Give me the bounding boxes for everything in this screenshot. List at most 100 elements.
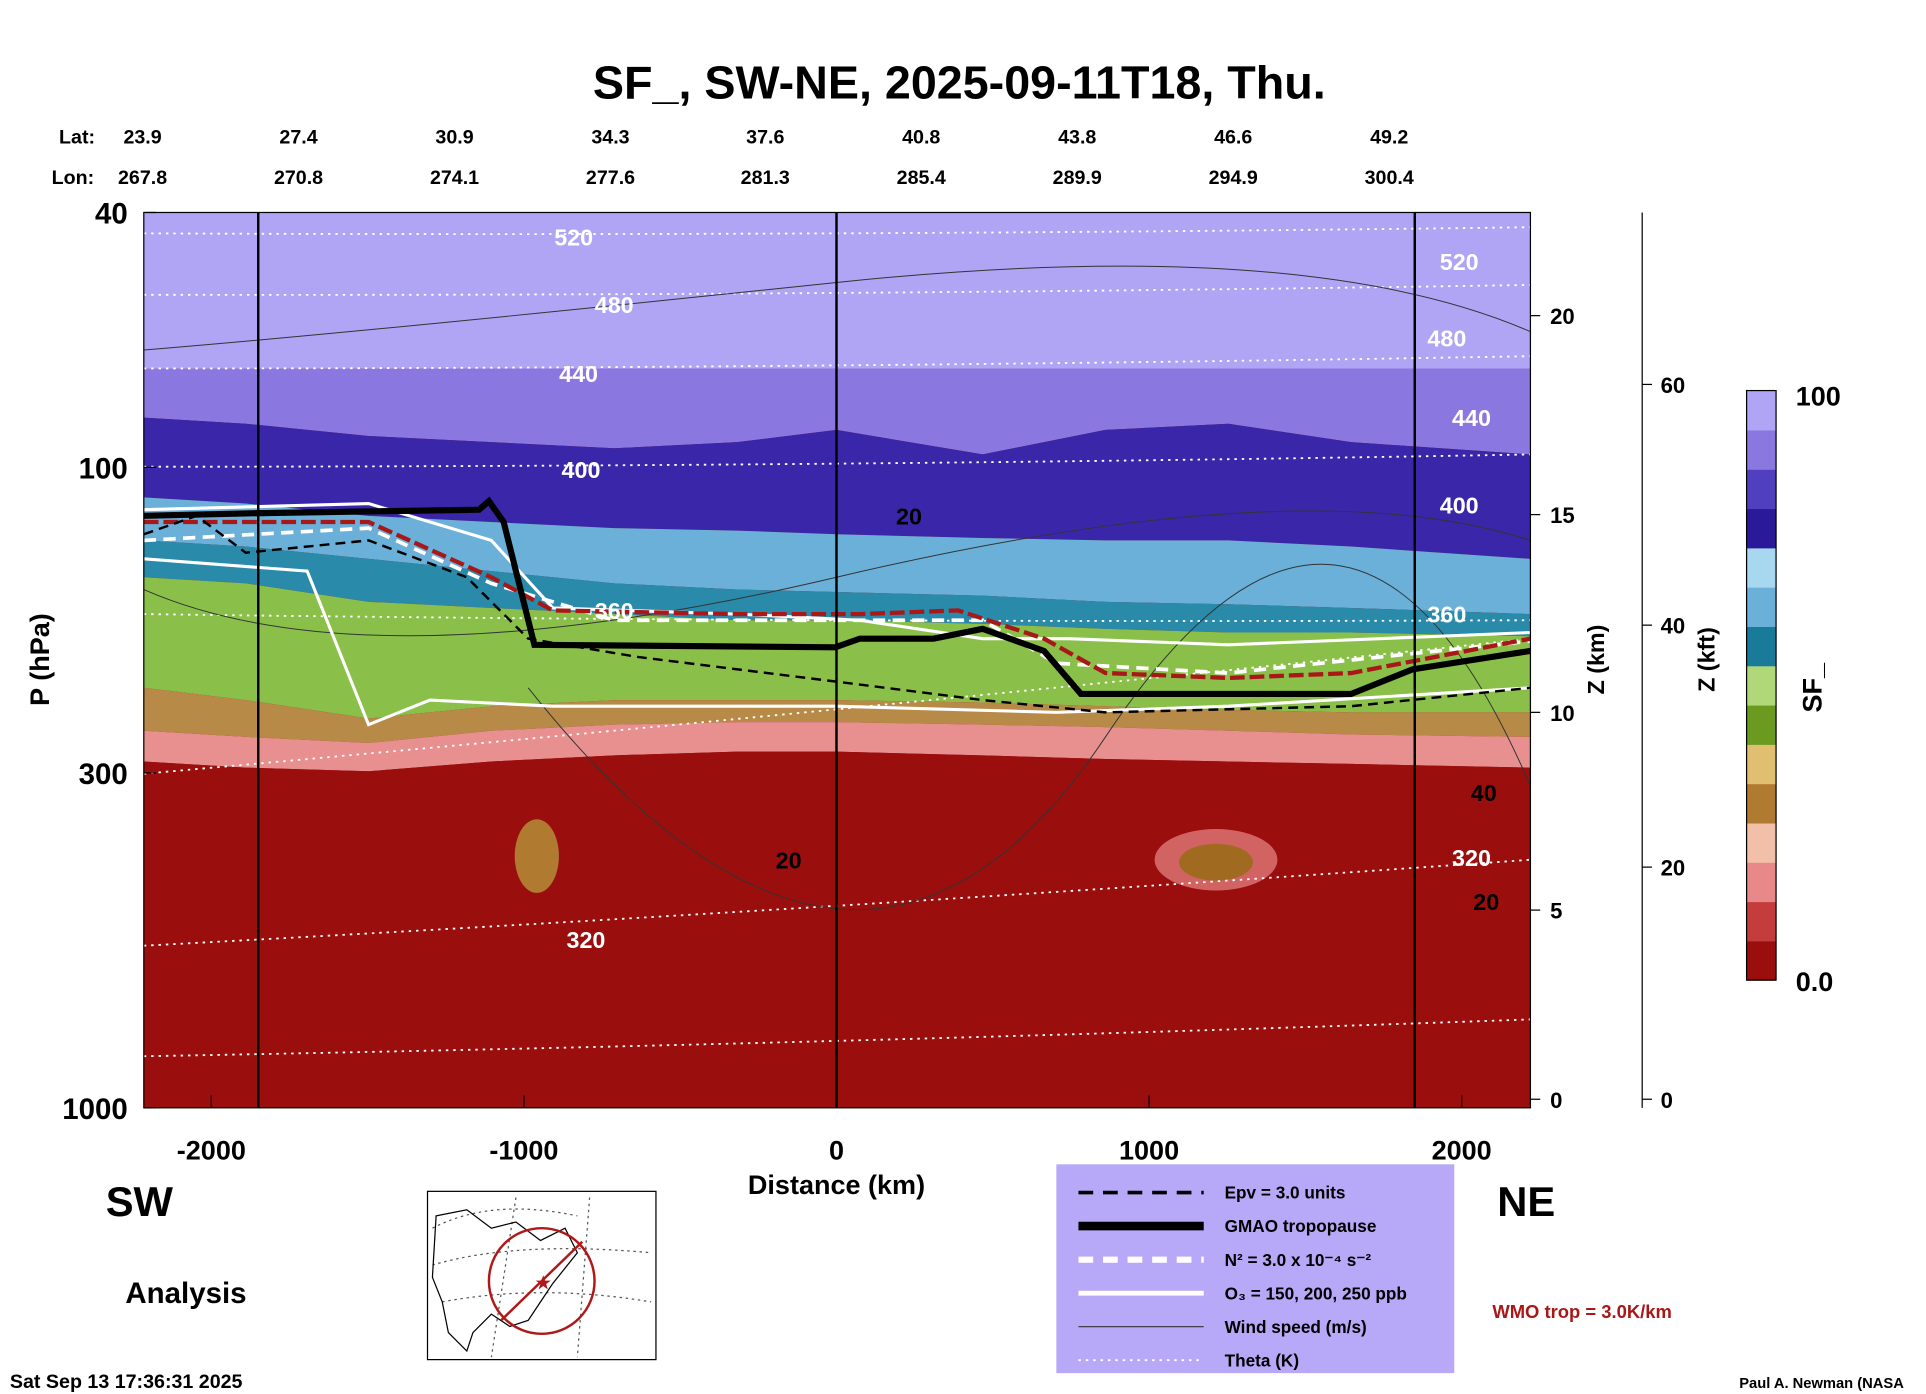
lat-value: 49.2 xyxy=(1370,127,1408,149)
colorbar-swatch xyxy=(1746,822,1777,863)
lon-value: 267.8 xyxy=(118,167,167,189)
ozone-contour xyxy=(143,502,1531,647)
z-km-tick-label: 0 xyxy=(1550,1088,1562,1113)
theta-label: 320 xyxy=(566,927,605,953)
analysis-label: Analysis xyxy=(125,1277,246,1310)
z-kft-tick-label: 20 xyxy=(1661,856,1686,881)
y-tick-label: 100 xyxy=(79,452,128,485)
theta-label: 440 xyxy=(1452,405,1491,431)
wind-label: 40 xyxy=(1471,780,1497,806)
colorbar-max: 100 xyxy=(1796,381,1841,411)
wind-label: 20 xyxy=(896,503,922,529)
theta-label: 400 xyxy=(1440,492,1479,518)
x-axis-label: Distance (km) xyxy=(748,1170,925,1200)
svg-text:★: ★ xyxy=(536,1272,552,1292)
colorbar-frame xyxy=(1745,389,1777,981)
blob-fill xyxy=(514,819,559,893)
timestamp: Sat Sep 13 17:36:31 2025 xyxy=(10,1371,243,1393)
lon-value: 294.9 xyxy=(1209,167,1258,189)
lon-value: 281.3 xyxy=(741,167,790,189)
theta-label: 520 xyxy=(554,225,593,251)
colorbar-swatch xyxy=(1746,587,1777,627)
lon-value: 277.6 xyxy=(586,167,635,189)
wmo-trop-label: WMO trop = 3.0K/km xyxy=(1492,1301,1671,1322)
legend-label: O₃ = 150, 200, 250 ppb xyxy=(1225,1283,1407,1303)
lat-value: 37.6 xyxy=(746,127,784,149)
colorbar-swatch xyxy=(1746,862,1777,903)
wmo-tropopause-line xyxy=(143,519,1531,681)
theta-label: 480 xyxy=(1427,325,1466,351)
wind-label: 20 xyxy=(776,847,802,873)
y-axis-label: P (hPa) xyxy=(25,613,55,706)
x-tick-label: 1000 xyxy=(1119,1135,1179,1165)
x-tick-label: 2000 xyxy=(1432,1135,1492,1165)
z-kft-axis-label: Z (kft) xyxy=(1694,627,1720,692)
legend-label: Theta (K) xyxy=(1225,1350,1299,1370)
z-km-tick-label: 20 xyxy=(1550,304,1575,329)
lon-value: 274.1 xyxy=(430,167,479,189)
x-tick-label: -2000 xyxy=(177,1135,246,1165)
theta-label: 360 xyxy=(595,598,634,624)
wind-contour xyxy=(527,563,1531,911)
legend: Epv = 3.0 units GMAO tropopause N² = 3.0 x… xyxy=(1056,1164,1455,1374)
theta-label: 320 xyxy=(1452,845,1491,871)
lon-value: 300.4 xyxy=(1365,167,1414,189)
blob-fill xyxy=(1179,843,1253,881)
colorbar-swatch xyxy=(1746,744,1777,785)
z-kft-tick-label: 60 xyxy=(1661,373,1686,398)
lat-value: 43.8 xyxy=(1058,127,1096,149)
theta-label: 480 xyxy=(595,292,634,318)
lon-value: 289.9 xyxy=(1053,167,1102,189)
legend-label: N² = 3.0 x 10⁻⁴ s⁻² xyxy=(1225,1250,1372,1270)
lat-value: 23.9 xyxy=(123,127,161,149)
colorbar-min: 0.0 xyxy=(1796,967,1834,997)
colorbar-label: SF_ xyxy=(1798,662,1828,713)
y-tick-label: 40 xyxy=(95,198,128,231)
lon-label: Lon: xyxy=(52,167,95,189)
y-tick-label: 300 xyxy=(79,758,128,791)
colorbar-swatch xyxy=(1746,626,1777,667)
lat-value: 40.8 xyxy=(902,127,940,149)
ne-label: NE xyxy=(1497,1178,1555,1225)
theta-label: 360 xyxy=(1427,602,1466,628)
gmao-tropopause-line xyxy=(143,496,1531,697)
legend-box xyxy=(1056,1164,1455,1374)
y-tick-label: 1000 xyxy=(62,1093,128,1126)
z-kft-tick-label: 40 xyxy=(1661,614,1686,639)
z-km-tick-label: 15 xyxy=(1550,503,1575,528)
chart-title: SF_, SW-NE, 2025-09-11T18, Thu. xyxy=(593,56,1326,108)
colorbar-swatch xyxy=(1746,508,1777,549)
lat-value: 30.9 xyxy=(435,127,473,149)
lat-label: Lat: xyxy=(59,127,95,149)
lon-value: 285.4 xyxy=(897,167,946,189)
ozone-contour xyxy=(143,557,1531,727)
legend-label: GMAO tropopause xyxy=(1225,1216,1377,1236)
theta-label: 440 xyxy=(559,361,598,387)
x-tick-label: -1000 xyxy=(489,1135,558,1165)
sw-label: SW xyxy=(106,1178,174,1225)
theta-contour xyxy=(143,637,1531,775)
colorbar-swatch xyxy=(1746,704,1777,745)
legend-label: Wind speed (m/s) xyxy=(1225,1317,1367,1337)
theta-label: 400 xyxy=(562,457,601,483)
colorbar-swatch xyxy=(1746,469,1777,510)
wind-label: 20 xyxy=(1473,889,1499,915)
colorbar-swatch xyxy=(1746,390,1777,431)
lat-value: 34.3 xyxy=(591,127,629,149)
z-kft-tick-label: 0 xyxy=(1661,1088,1673,1113)
band-fill xyxy=(143,540,1531,637)
lat-value: 27.4 xyxy=(279,127,317,149)
colorbar-swatch xyxy=(1746,665,1777,706)
theta-label: 520 xyxy=(1440,249,1479,275)
colorbar-swatch xyxy=(1746,783,1777,824)
location-map-inset: ★ xyxy=(426,1190,657,1361)
z-km-tick-label: 5 xyxy=(1550,899,1562,924)
colorbar-swatch xyxy=(1746,429,1777,470)
colorbar-swatch xyxy=(1746,901,1777,942)
colorbar-swatch xyxy=(1746,547,1777,588)
x-tick-label: 0 xyxy=(829,1135,844,1165)
z-km-tick-label: 10 xyxy=(1550,701,1575,726)
z-km-axis-label: Z (km) xyxy=(1583,625,1609,695)
lon-value: 270.8 xyxy=(274,167,323,189)
